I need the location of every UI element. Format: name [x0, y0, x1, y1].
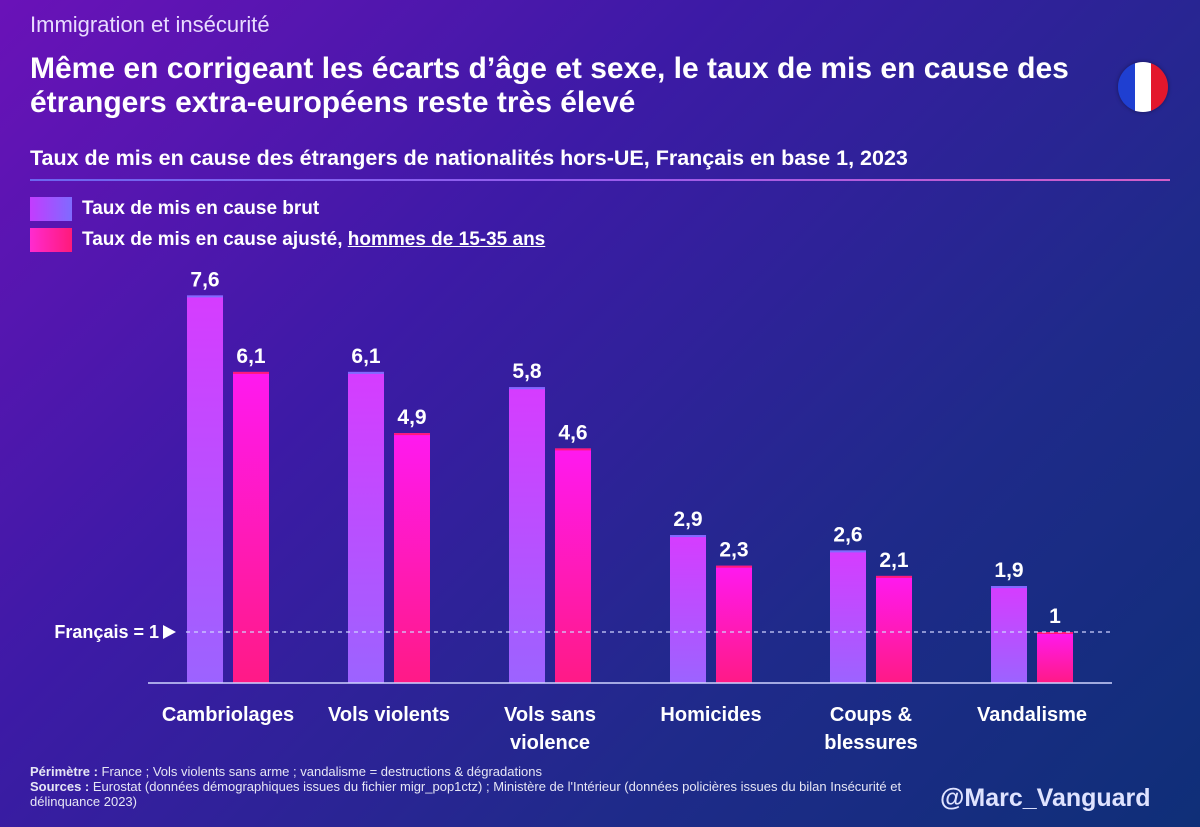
triangle-right-icon: [163, 625, 176, 639]
bar-brut-6: [991, 586, 1027, 683]
bar-cap-ajuste-2: [394, 433, 430, 436]
reference-line-label: Français = 1: [54, 622, 159, 642]
bar-cap-ajuste-1: [233, 371, 269, 374]
legend-swatch-adjusted: [30, 228, 72, 252]
legend-label-brut: Taux de mis en cause brut: [82, 198, 320, 219]
perimetre-label: Périmètre :: [30, 764, 98, 779]
bar-brut-5: [830, 550, 866, 683]
category-label-2-line-1: Vols violents: [328, 704, 450, 726]
value-label-ajuste-5: 2,1: [879, 549, 909, 572]
bar-brut-1: [187, 295, 223, 683]
legend-item-brut: Taux de mis en cause brut: [30, 196, 319, 222]
value-label-ajuste-1: 6,1: [236, 345, 266, 368]
footer-perimetre: Périmètre : France ; Vols violents sans …: [30, 764, 910, 779]
bar-brut-3: [509, 387, 545, 683]
bar-ajuste-6: [1037, 632, 1073, 683]
value-label-ajuste-2: 4,9: [397, 406, 426, 429]
legend-label-adjusted-underlined: hommes de 15-35 ans: [347, 229, 546, 250]
bar-cap-brut-3: [509, 387, 545, 390]
bar-brut-4: [670, 535, 706, 683]
perimetre-text: France ; Vols violents sans arme ; vanda…: [97, 764, 542, 779]
value-label-brut-4: 2,9: [673, 508, 702, 531]
bar-cap-ajuste-6: [1037, 632, 1073, 634]
flag-white-stripe: [1134, 62, 1152, 112]
footer-notes: Périmètre : France ; Vols violents sans …: [30, 764, 910, 809]
supertitle: Immigration et insécurité: [30, 12, 270, 37]
chart-title: Même en corrigeant les écarts d’âge et s…: [30, 52, 1069, 119]
value-label-ajuste-6: 1: [1049, 605, 1061, 628]
value-label-ajuste-3: 4,6: [558, 421, 587, 444]
category-label-4-line-1: Homicides: [660, 704, 761, 726]
author-handle: @Marc_Vanguard: [940, 784, 1151, 812]
category-label-1-line-1: Cambriolages: [162, 704, 294, 726]
category-label-5-line-2: blessures: [824, 732, 917, 754]
bar-ajuste-3: [555, 448, 591, 683]
subtitle-divider: [30, 179, 1170, 181]
bar-brut-2: [348, 371, 384, 683]
bar-ajuste-2: [394, 433, 430, 683]
value-label-brut-6: 1,9: [994, 559, 1023, 582]
sources-text: Eurostat (données démographiques issues …: [30, 779, 905, 809]
legend-item-adjusted: Taux de mis en cause ajusté, hommes de 1…: [30, 227, 545, 253]
value-label-brut-5: 2,6: [833, 523, 862, 546]
bar-ajuste-4: [716, 565, 752, 683]
value-label-ajuste-4: 2,3: [719, 539, 748, 562]
bar-cap-brut-1: [187, 295, 223, 298]
bar-cap-brut-4: [670, 535, 706, 538]
flag-blue-stripe: [1118, 62, 1135, 112]
legend-label-adjusted-prefix: Taux de mis en cause ajusté,: [82, 229, 348, 250]
france-flag-icon: [1118, 62, 1168, 112]
value-label-brut-2: 6,1: [351, 345, 381, 368]
bar-cap-ajuste-3: [555, 448, 591, 451]
category-label-6-line-1: Vandalisme: [977, 704, 1087, 726]
value-label-brut-3: 5,8: [512, 360, 542, 383]
bar-cap-brut-2: [348, 371, 384, 374]
legend-swatch-brut: [30, 197, 72, 221]
sources-label: Sources :: [30, 779, 90, 794]
bar-cap-brut-5: [830, 550, 866, 553]
chart-subtitle: Taux de mis en cause des étrangers de na…: [30, 146, 908, 170]
category-label-3-line-1: Vols sans: [504, 704, 596, 726]
bar-cap-brut-6: [991, 586, 1027, 589]
category-label-5-line-1: Coups &: [830, 704, 912, 726]
bar-ajuste-5: [876, 575, 912, 683]
category-label-3-line-2: violence: [510, 732, 590, 754]
value-label-brut-1: 7,6: [190, 268, 219, 291]
bar-cap-ajuste-5: [876, 575, 912, 578]
flag-red-stripe: [1151, 62, 1168, 112]
footer-sources: Sources : Eurostat (données démographiqu…: [30, 779, 910, 809]
bar-ajuste-1: [233, 371, 269, 683]
bar-cap-ajuste-4: [716, 565, 752, 568]
